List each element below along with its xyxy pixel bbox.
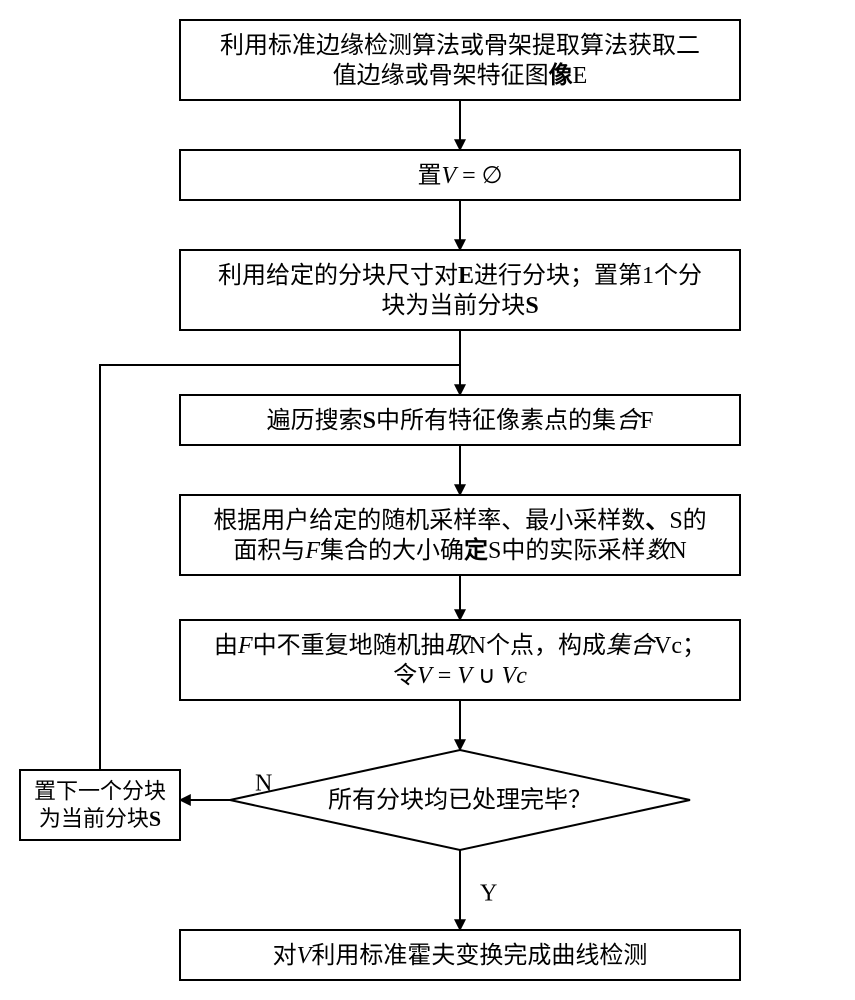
flow-step-text: 置V = ∅ [417, 163, 502, 189]
flow-step-text: 利用标准边缘检测算法或骨架提取算法获取二 [220, 32, 700, 59]
edge-label: Y [480, 881, 497, 907]
flow-step-text: 置下一个分块 [34, 778, 166, 803]
flow-step-text: 令V = V ∪ Vc [393, 662, 527, 689]
flow-step-text: 遍历搜索S中所有特征像素点的集合F [267, 407, 654, 434]
flow-decision-text: 所有分块均已处理完毕？ [328, 787, 592, 814]
flow-step-text: 根据用户给定的随机采样率、最小采样数、S的 [213, 507, 706, 534]
flow-step-text: 值边缘或骨架特征图像E [333, 62, 588, 89]
flow-step-text: 对V利用标准霍夫变换完成曲线检测 [273, 942, 648, 969]
flow-step-text: 块为当前分块S [381, 292, 538, 319]
flow-step-text: 利用给定的分块尺寸对E进行分块；置第1个分 [218, 262, 702, 289]
flow-step-text: 面积与F集合的大小确定S中的实际采样数N [233, 536, 686, 564]
flow-step-text: 由F中不重复地随机抽取N个点，构成集合Vc； [214, 632, 706, 659]
flow-step-text: 为当前分块S [39, 806, 161, 831]
